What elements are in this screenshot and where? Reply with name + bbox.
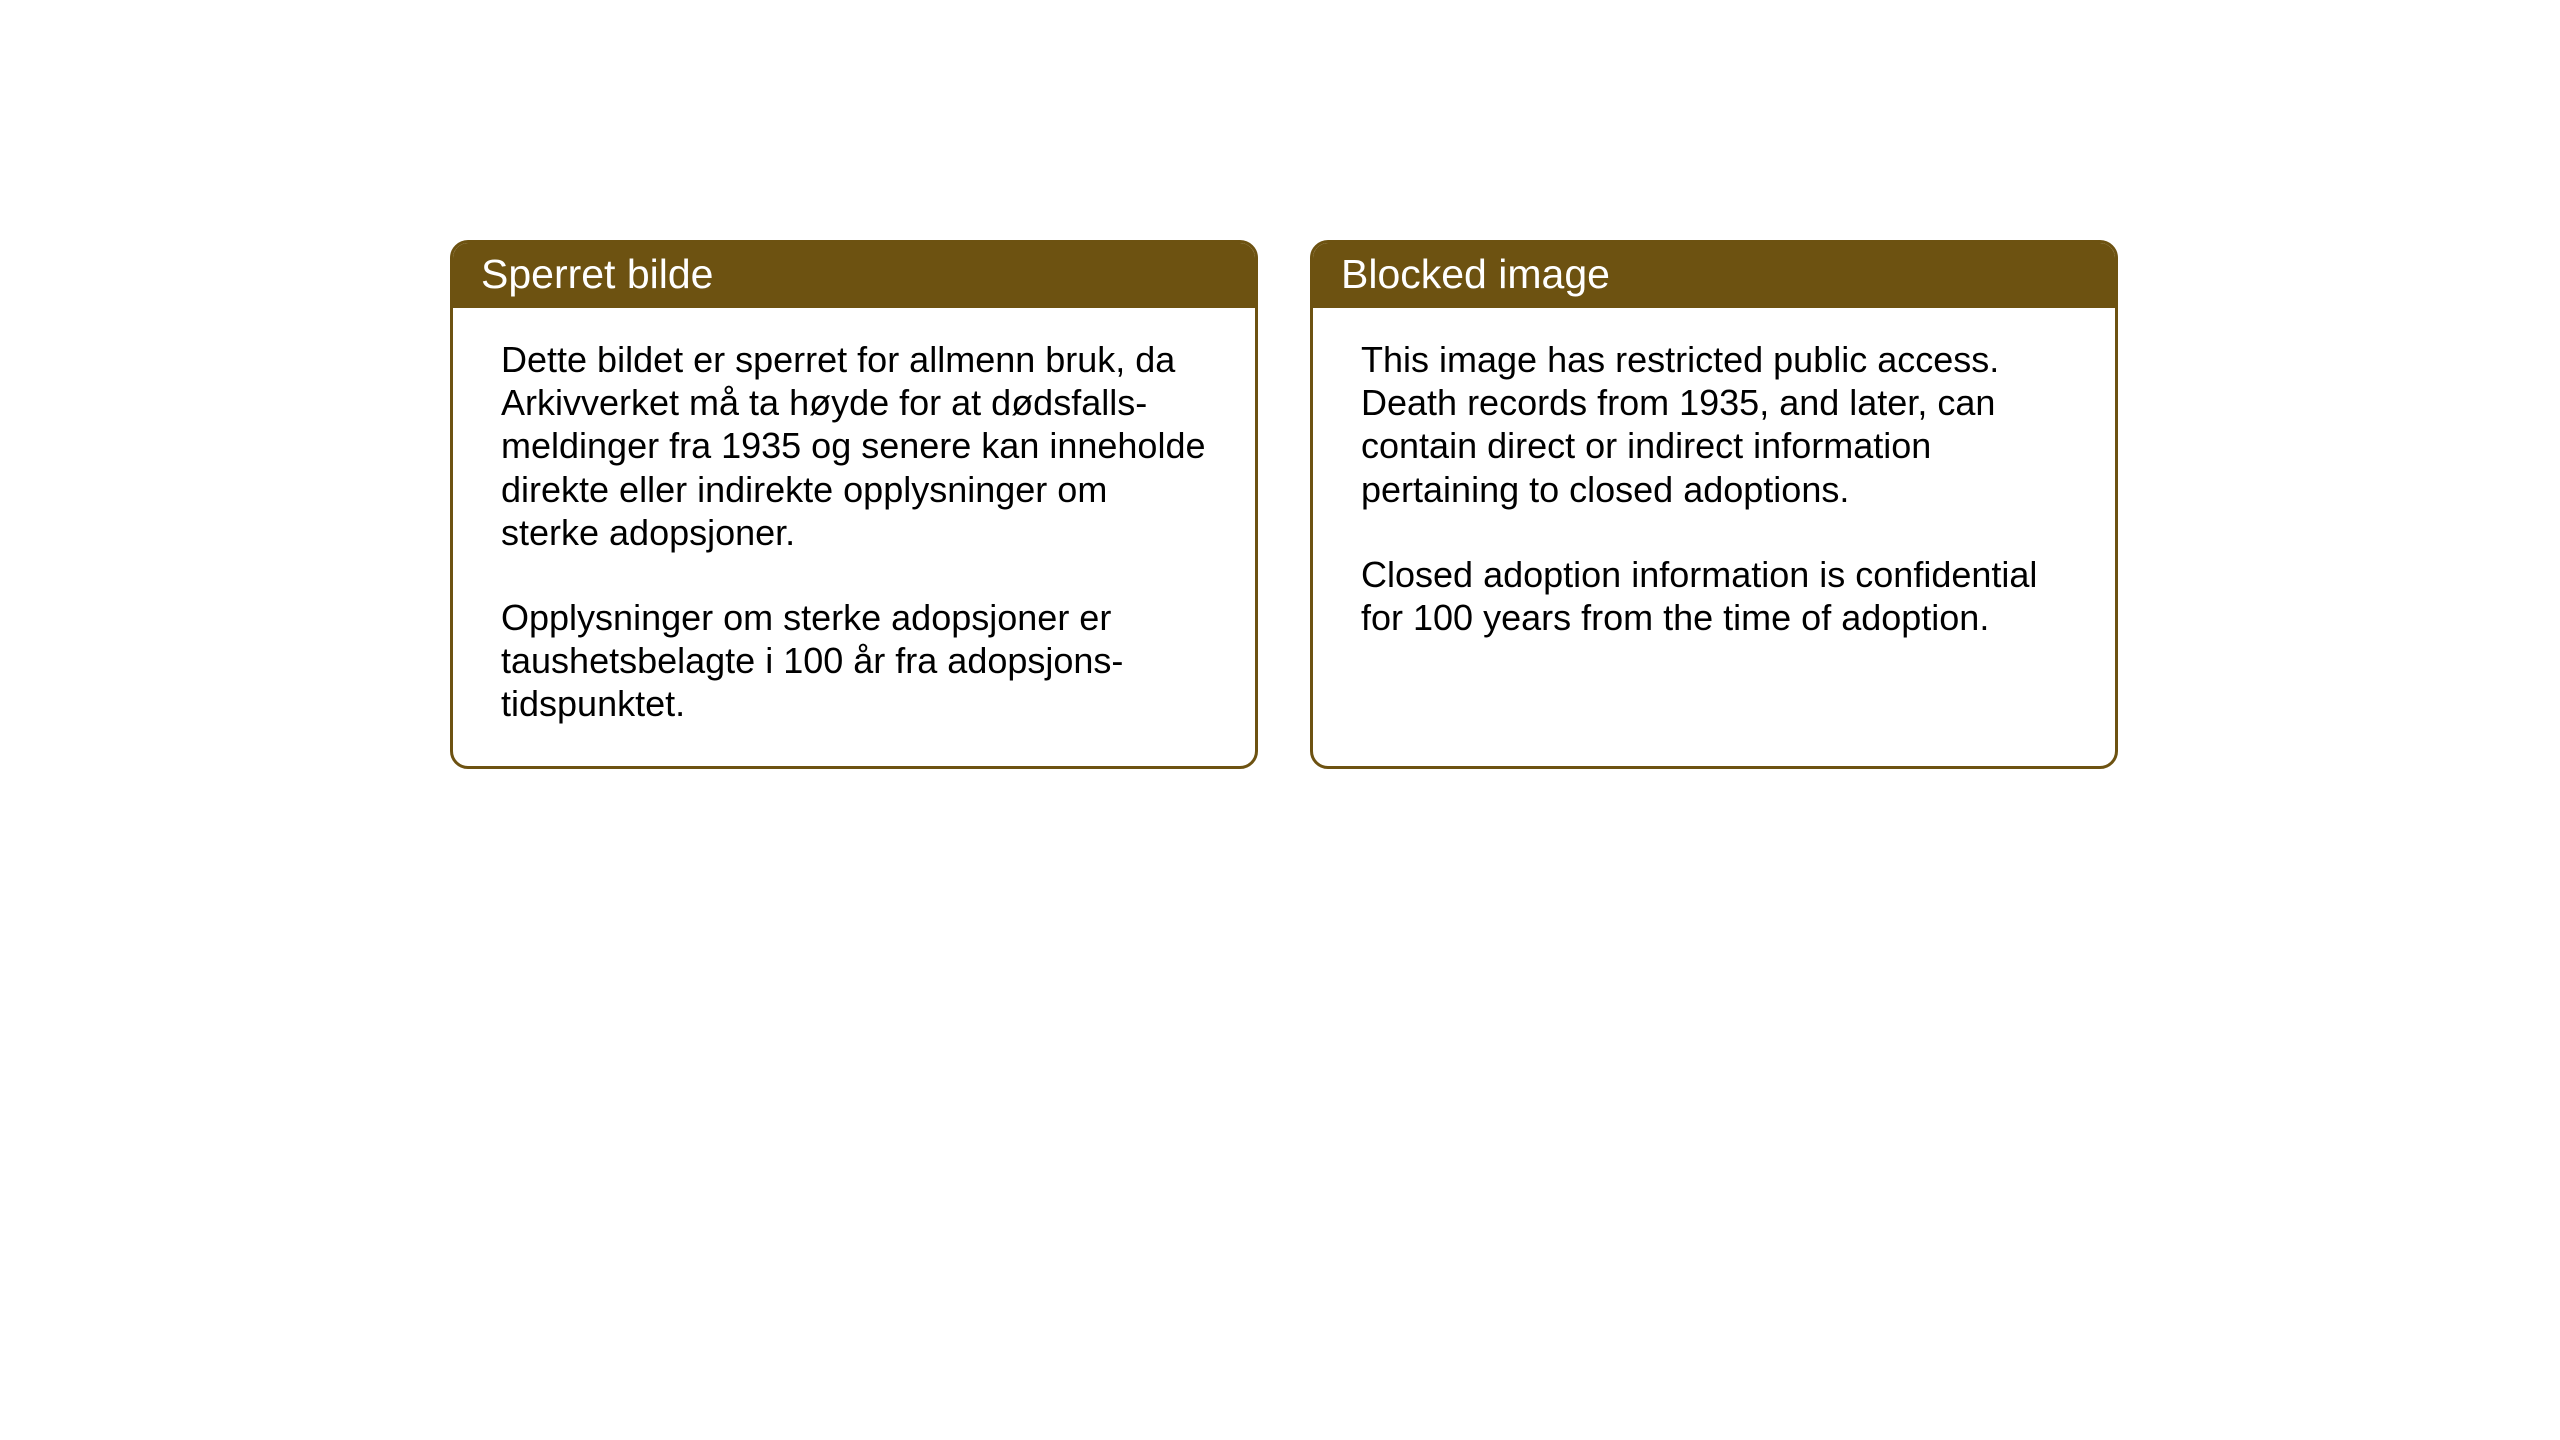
notice-title-norwegian: Sperret bilde	[481, 251, 713, 297]
notice-card-english: Blocked image This image has restricted …	[1310, 240, 2118, 769]
notice-header-norwegian: Sperret bilde	[453, 243, 1255, 308]
notice-body-english: This image has restricted public access.…	[1313, 308, 2115, 748]
notice-paragraph-1-norwegian: Dette bildet er sperret for allmenn bruk…	[501, 338, 1207, 554]
notice-header-english: Blocked image	[1313, 243, 2115, 308]
notice-paragraph-2-norwegian: Opplysninger om sterke adopsjoner er tau…	[501, 596, 1207, 726]
notice-card-norwegian: Sperret bilde Dette bildet er sperret fo…	[450, 240, 1258, 769]
notice-title-english: Blocked image	[1341, 251, 1610, 297]
notice-paragraph-2-english: Closed adoption information is confident…	[1361, 553, 2067, 639]
notice-paragraph-1-english: This image has restricted public access.…	[1361, 338, 2067, 511]
notice-container: Sperret bilde Dette bildet er sperret fo…	[450, 240, 2118, 769]
notice-body-norwegian: Dette bildet er sperret for allmenn bruk…	[453, 308, 1255, 766]
